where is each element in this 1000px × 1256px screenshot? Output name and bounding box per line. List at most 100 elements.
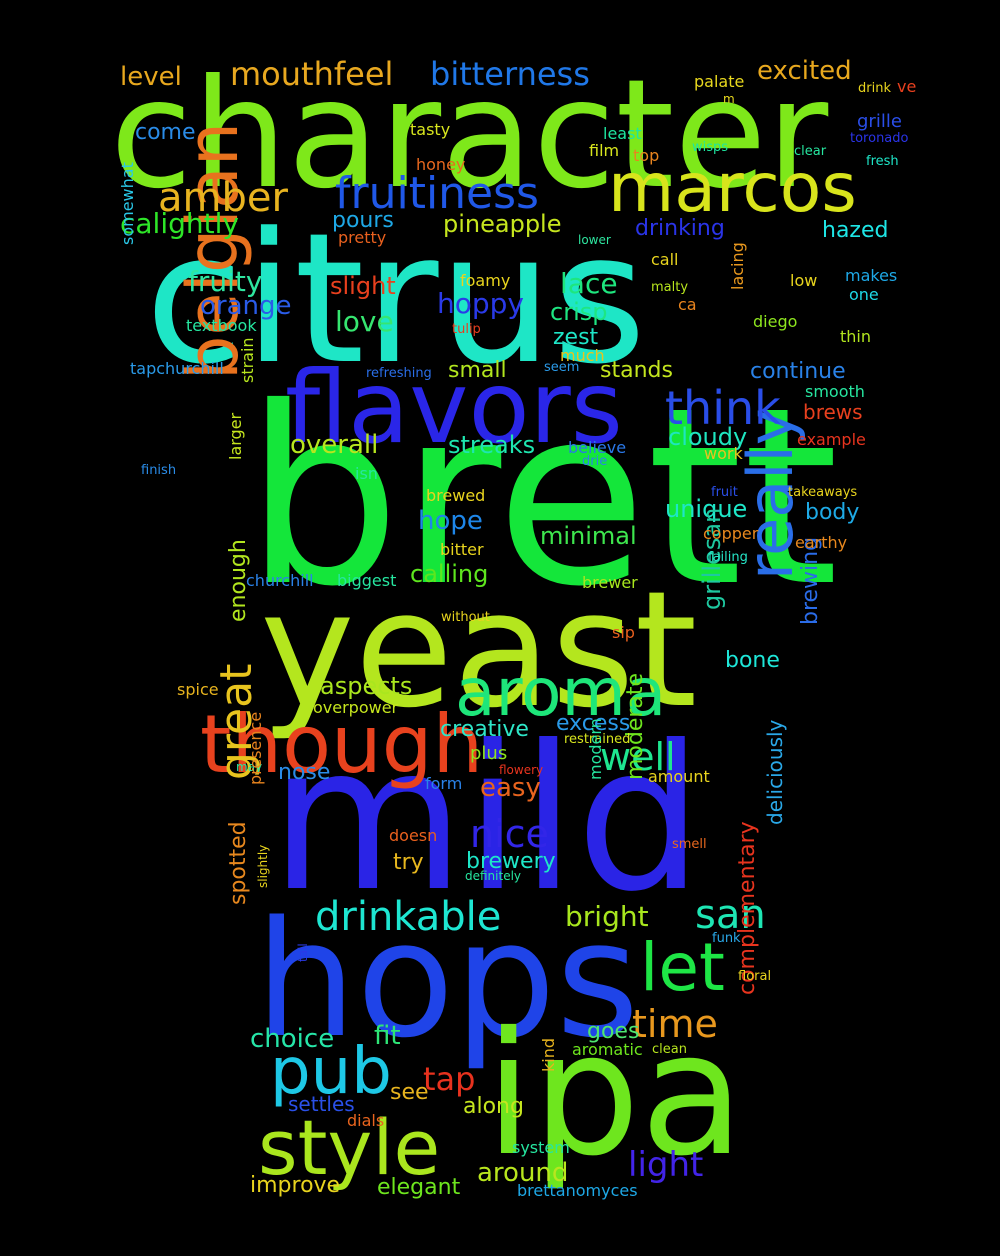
cloud-word: slight (330, 272, 396, 300)
cloud-word: aspects (320, 672, 413, 700)
cloud-word: presence (246, 711, 265, 785)
cloud-word: brettanomyces (517, 1181, 638, 1200)
cloud-word: yeast (260, 556, 698, 743)
cloud-word: style (258, 1103, 441, 1192)
cloud-word: system (512, 1138, 570, 1157)
cloud-word: marcos (608, 149, 857, 228)
cloud-word: goes (587, 1019, 640, 1044)
cloud-word: around (477, 1158, 569, 1188)
cloud-word: low (790, 271, 818, 290)
cloud-word: kind (539, 1037, 558, 1072)
cloud-word: modern (586, 718, 605, 780)
cloud-word: palate (694, 72, 745, 91)
cloud-word: much (560, 346, 605, 365)
cloud-word: fruity (188, 265, 263, 298)
cloud-word: doesn (389, 826, 438, 845)
cloud-word: call (651, 250, 679, 269)
cloud-word: top (633, 146, 660, 165)
cloud-word: hoppy (437, 287, 524, 320)
cloud-word: unique (665, 495, 748, 523)
cloud-word: excess (556, 711, 631, 736)
cloud-word: small (448, 358, 507, 383)
cloud-word: amber (158, 175, 288, 221)
cloud-word: crisp (550, 298, 608, 326)
cloud-word: form (425, 774, 463, 793)
cloud-word: amount (648, 767, 710, 786)
cloud-word: overall (290, 430, 379, 460)
cloud-word: work (704, 444, 743, 463)
cloud-word: churchill (246, 571, 314, 590)
cloud-word: smooth (805, 382, 865, 401)
cloud-word: time (632, 1002, 718, 1046)
cloud-word: flowery (499, 763, 544, 777)
cloud-word: pineapple (443, 210, 562, 238)
cloud-word: orange (200, 291, 292, 321)
cloud-word: come (135, 120, 196, 145)
cloud-word: spice (177, 680, 219, 699)
cloud-word: pours (332, 208, 394, 233)
cloud-word: drie (582, 454, 608, 469)
cloud-word: plus (470, 743, 508, 764)
cloud-word: san (695, 892, 766, 938)
cloud-word: earthy (795, 533, 848, 552)
cloud-word: minimal (540, 522, 637, 550)
cloud-word: smell (672, 837, 707, 852)
cloud-word: fruit (711, 485, 738, 500)
cloud-word: toronado (850, 131, 909, 146)
cloud-word: drinkable (315, 894, 502, 940)
cloud-word: floral (738, 969, 772, 984)
cloud-word: malty (651, 280, 689, 295)
cloud-word: least (603, 124, 642, 143)
cloud-word: improve (250, 1173, 341, 1198)
cloud-word: moderate (623, 672, 648, 780)
cloud-word: ca (678, 295, 697, 314)
cloud-word: example (797, 430, 866, 449)
cloud-word: isn (355, 464, 378, 483)
cloud-word: easy (480, 773, 541, 803)
cloud-word: aromatic (572, 1040, 643, 1059)
cloud-word: lace (560, 267, 618, 300)
cloud-word: may (236, 760, 263, 774)
cloud-word: fresh (866, 154, 899, 169)
cloud-word: brewed (426, 486, 486, 505)
cloud-word: biggest (337, 571, 397, 590)
cloud-word: takeaways (788, 485, 858, 500)
cloud-word: overpower (313, 698, 399, 717)
cloud-word: brews (803, 400, 863, 424)
cloud-word: brewery (466, 849, 556, 874)
cloud-word: pretty (338, 228, 387, 247)
cloud-word: nose (278, 760, 331, 785)
cloud-word: tap (423, 1060, 476, 1098)
cloud-word: nice (470, 812, 549, 856)
cloud-word: restrained (564, 732, 631, 747)
cloud-word: streaks (448, 431, 536, 459)
cloud-word: love (335, 305, 394, 338)
cloud-word: mild (270, 703, 703, 936)
cloud-word: hops (255, 886, 640, 1073)
cloud-word: well (600, 735, 676, 779)
cloud-word: elegant (377, 1175, 461, 1200)
cloud-word: failing (708, 550, 748, 565)
cloud-word: cloudy (668, 423, 748, 451)
cloud-word: excited (757, 56, 852, 86)
cloud-word: film (589, 141, 620, 160)
cloud-word: bitter (440, 540, 484, 559)
cloud-word: foamy (460, 271, 511, 290)
cloud-word: see (390, 1080, 429, 1105)
cloud-word: lacing (728, 242, 747, 290)
cloud-word: drink (858, 81, 891, 96)
cloud-word: slightly (256, 844, 270, 888)
cloud-word: sip (612, 623, 635, 642)
cloud-word: clean (652, 1042, 687, 1057)
cloud-word: choice (250, 1024, 335, 1054)
cloud-word: brewer (582, 573, 638, 592)
cloud-word: along (463, 1094, 524, 1119)
cloud-word: one (849, 285, 879, 304)
cloud-word: body (805, 500, 860, 525)
cloud-word: thin (840, 327, 871, 346)
cloud-word: zest (553, 325, 599, 350)
cloud-word: m (723, 92, 735, 106)
cloud-word: clear (794, 144, 827, 159)
cloud-word: copper (703, 524, 759, 543)
